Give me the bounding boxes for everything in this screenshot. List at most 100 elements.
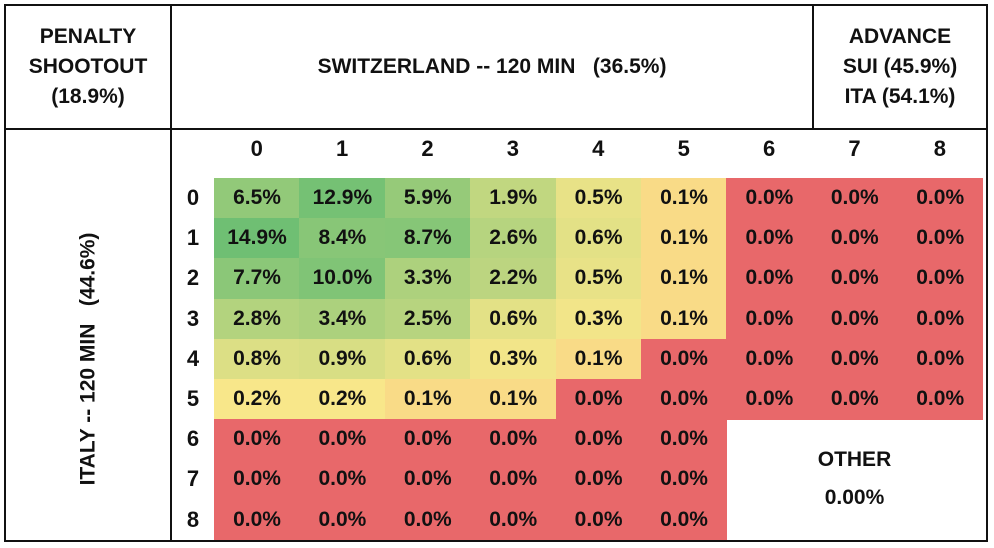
heatmap-cell-1-4: 0.6% [555,218,642,259]
heatmap-cell-2-7: 0.0% [811,258,898,300]
heatmap-cell-4-7: 0.0% [811,338,898,380]
col-label-3: 3 [506,136,519,161]
heatmap-cell-1-3: 2.6% [470,218,557,259]
heatmap-cell-2-6: 0.0% [726,258,813,300]
advance-line-2: SUI (45.9%) [842,55,958,78]
row-label-5: 5 [186,386,200,411]
advance-line-3: ITA (54.1%) [844,85,956,108]
switzerland-header: SWITZERLAND -- 120 MIN (36.5%) [172,6,812,128]
heatmap-cell-4-8: 0.0% [897,338,984,380]
heatmap-cell-5-1: 0.2% [299,379,386,420]
heatmap-cell-4-6: 0.0% [726,338,813,380]
heatmap-cell-2-2: 3.3% [384,258,471,300]
heatmap-cell-2-0: 7.7% [214,258,300,300]
heatmap-cell-3-4: 0.3% [555,298,642,340]
row-label-8: 8 [186,506,200,532]
heatmap-cell-4-3: 0.3% [470,338,557,380]
heatmap-cell-1-8: 0.0% [897,218,984,259]
shootout-line-2: SHOOTOUT [28,55,148,78]
heatmap-cell-1-1: 8.4% [299,218,386,259]
shootout-line-1: PENALTY [39,25,137,48]
heatmap-cell-3-5: 0.1% [641,298,727,340]
shootout-line-3: (18.9%) [51,85,125,108]
heatmap-cell-3-0: 2.8% [214,298,300,340]
heatmap-cell-8-2: 0.0% [384,499,471,541]
col-label-5: 5 [677,136,690,161]
heatmap-cell-7-3: 0.0% [470,459,557,501]
row-label-0: 0 [186,185,200,210]
heatmap-cell-8-5: 0.0% [641,499,727,541]
heatmap-cell-3-1: 3.4% [299,298,386,340]
heatmap-cell-3-7: 0.0% [811,298,898,340]
heatmap-cell-1-0: 14.9% [214,218,300,259]
heatmap-cell-6-2: 0.0% [384,419,471,460]
heatmap-cell-4-2: 0.6% [384,338,471,380]
heatmap-cell-4-4: 0.1% [555,338,642,380]
heatmap-cell-7-4: 0.0% [555,459,642,501]
heatmap-cell-8-3: 0.0% [470,499,557,541]
heatmap-cell-5-8: 0.0% [897,379,984,420]
heatmap-cell-6-0: 0.0% [214,419,300,460]
heatmap-cell-0-6: 0.0% [726,178,813,219]
row-label-7: 7 [186,466,200,492]
heatmap-cell-0-7: 0.0% [811,178,898,219]
col-label-2: 2 [421,136,434,161]
heatmap-cell-0-2: 5.9% [384,178,471,219]
heatmap-cell-4-0: 0.8% [214,338,300,380]
heatmap-cell-0-8: 0.0% [897,178,984,219]
italy-axis-label: ITALY -- 120 MIN (44.6%) [75,232,99,486]
divider-right [812,6,814,128]
heatmap-cell-1-6: 0.0% [726,218,813,259]
row-label-2: 2 [186,265,200,291]
heatmap-cell-4-1: 0.9% [299,338,386,380]
col-label-8: 8 [933,136,946,161]
heatmap-cell-5-4: 0.0% [555,379,642,420]
heatmap-cell-7-0: 0.0% [214,459,300,501]
divider-header [6,128,986,130]
heatmap-cell-3-2: 2.5% [384,298,471,340]
heatmap-cell-2-8: 0.0% [897,258,984,300]
heatmap-cell-0-3: 1.9% [470,178,557,219]
heatmap-cell-5-6: 0.0% [726,379,813,420]
other-label: OTHER [817,448,892,472]
heatmap-cell-5-2: 0.1% [384,379,471,420]
switzerland-title: SWITZERLAND -- 120 MIN (36.5%) [317,55,667,78]
heatmap-cell-2-3: 2.2% [470,258,557,300]
scoreline-table: PENALTY SHOOTOUT (18.9%) SWITZERLAND -- … [4,4,988,542]
heatmap-cell-6-5: 0.0% [641,419,727,460]
col-label-4: 4 [592,136,605,161]
heatmap-cell-0-0: 6.5% [214,178,300,219]
heatmap-cell-3-3: 0.6% [470,298,557,340]
heatmap-cell-8-0: 0.0% [214,499,300,541]
other-box: OTHER 0.00% [726,419,982,540]
heatmap-cell-6-1: 0.0% [299,419,386,460]
heatmap-cell-8-1: 0.0% [299,499,386,541]
heatmap-cell-1-5: 0.1% [641,218,727,259]
heatmap-cell-7-1: 0.0% [299,459,386,501]
heatmap-cell-3-8: 0.0% [897,298,984,340]
heatmap-cell-1-2: 8.7% [384,218,471,259]
heatmap-cell-6-3: 0.0% [470,419,557,460]
heatmap-cell-0-5: 0.1% [641,178,727,219]
col-label-6: 6 [762,136,776,161]
heatmap-cell-2-5: 0.1% [641,258,727,300]
heatmap-cell-0-1: 12.9% [299,178,386,219]
heatmap-cell-4-5: 0.0% [641,338,727,380]
heatmap-cell-2-4: 0.5% [555,258,642,300]
heatmap-cell-5-5: 0.0% [641,379,727,420]
heatmap-cell-1-7: 0.0% [811,218,898,259]
heatmap-cell-2-1: 10.0% [299,258,386,300]
other-value: 0.00% [824,486,885,510]
heatmap-cell-6-4: 0.0% [555,419,642,460]
row-label-6: 6 [186,426,200,452]
heatmap-cell-5-0: 0.2% [214,379,300,420]
divider-left [170,6,172,540]
heatmap-cell-5-3: 0.1% [470,379,557,420]
heatmap-cell-5-7: 0.0% [811,379,898,420]
advance-header: ADVANCE SUI (45.9%) ITA (54.1%) [814,6,986,128]
row-label-4: 4 [186,345,200,371]
row-label-1: 1 [186,225,200,251]
penalty-shootout-header: PENALTY SHOOTOUT (18.9%) [6,6,170,128]
heatmap-cell-7-2: 0.0% [384,459,471,501]
heatmap-cell-0-4: 0.5% [555,178,642,219]
